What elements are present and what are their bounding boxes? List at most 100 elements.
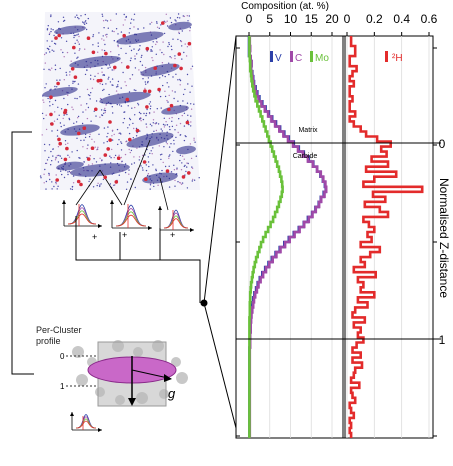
cloud-point	[129, 27, 131, 30]
cloud-point	[118, 54, 120, 56]
cloud-point	[50, 14, 52, 16]
deuterium-atom	[113, 65, 117, 70]
cloud-point	[168, 62, 170, 64]
cloud-point	[118, 139, 120, 141]
cloud-point	[126, 181, 129, 183]
cloud-point	[151, 57, 153, 59]
cloud-point	[80, 139, 82, 142]
cloud-point	[63, 114, 65, 116]
cloud-point	[51, 181, 53, 183]
cloud-point	[190, 121, 192, 123]
cloud-point	[109, 183, 112, 185]
cloud-point	[62, 20, 65, 22]
cloud-point	[44, 87, 46, 89]
cloud-point	[82, 146, 84, 148]
cloud-point	[104, 109, 107, 112]
hydrogen-frame	[342, 35, 434, 439]
cloud-point	[43, 173, 45, 175]
cloud-point	[140, 120, 142, 122]
cloud-point	[187, 83, 189, 85]
deuterium-atom	[57, 33, 61, 38]
junction-dot	[200, 299, 208, 307]
cloud-point	[57, 185, 59, 187]
cloud-point	[146, 108, 148, 111]
cloud-point	[107, 126, 109, 128]
cloud-point	[185, 55, 188, 57]
carbide-cluster	[42, 86, 78, 98]
cloud-point	[179, 79, 182, 82]
charts: Composition (at. %)0 5 10 15 20V C MoMatrixCar…	[235, 1, 451, 439]
cloud-point	[99, 157, 101, 159]
hydrogen-tick-label: 0.6	[421, 12, 438, 26]
cloud-point	[176, 168, 178, 171]
cloud-point	[190, 157, 193, 160]
cloud-point	[182, 93, 185, 96]
cloud-point	[168, 42, 170, 44]
cloud-point	[117, 85, 119, 88]
cloud-point	[147, 82, 149, 84]
cloud-point	[141, 64, 144, 66]
legend-label: V	[275, 53, 282, 64]
carbide-cluster	[176, 145, 196, 155]
cloud-point	[143, 27, 145, 29]
cloud-point	[189, 143, 192, 145]
cloud-point	[49, 45, 51, 48]
cloud-point	[139, 118, 141, 121]
cloud-point	[137, 49, 140, 51]
cloud-point	[139, 60, 142, 63]
cloud-point	[59, 122, 62, 124]
z-axis-label: Normalised Z-distance	[437, 178, 451, 298]
cloud-point	[41, 112, 44, 115]
cloud-point	[193, 179, 196, 181]
plus-sign: +	[122, 230, 127, 240]
cloud-point	[173, 169, 176, 171]
cloud-point	[174, 57, 176, 60]
cloud-point	[171, 116, 173, 119]
cloud-point	[44, 168, 46, 171]
cloud-point	[55, 174, 57, 176]
cloud-point	[186, 15, 188, 17]
cloud-point	[156, 41, 158, 43]
cloud-point	[152, 41, 154, 43]
cloud-point	[120, 133, 122, 135]
cloud-point	[95, 100, 98, 102]
cloud-point	[163, 32, 166, 35]
cloud-point	[55, 181, 57, 183]
cloud-point	[172, 76, 174, 78]
cloud-point	[79, 157, 81, 159]
cloud-point	[168, 126, 171, 128]
cloud-point	[166, 25, 169, 27]
per-cluster-schematic: Per-Cluster profile 0 1 g	[36, 325, 188, 432]
cloud-point	[74, 16, 76, 18]
cloud-point	[122, 24, 125, 26]
plus-sign: +	[170, 230, 175, 240]
cloud-point	[134, 106, 136, 109]
mini-arrow-y	[62, 200, 66, 204]
cloud-point	[48, 172, 50, 175]
hydrogen-tick-label: 0	[344, 12, 351, 26]
cloud-point	[60, 49, 62, 51]
cloud-point	[49, 101, 51, 103]
cloud-point	[113, 69, 115, 71]
cloud-point	[129, 118, 132, 121]
cloud-point	[51, 67, 53, 69]
deuterium-atom	[58, 141, 62, 146]
cloud-point	[76, 39, 78, 41]
hydrogen-tick-label: 0.2	[366, 12, 383, 26]
cloud-point	[163, 53, 165, 56]
cloud-point	[151, 46, 153, 48]
cloud-point	[127, 127, 129, 129]
leader-line	[159, 177, 169, 211]
cloud-point	[49, 178, 51, 181]
cloud-point	[142, 118, 145, 121]
cloud-point	[105, 83, 107, 85]
carbide-cluster	[69, 55, 121, 69]
cloud-point	[164, 75, 166, 78]
cloud-point	[85, 28, 88, 31]
cloud-point	[130, 18, 133, 20]
cloud-point	[72, 175, 75, 177]
cloud-point	[179, 159, 181, 162]
cloud-point	[166, 143, 168, 145]
cloud-point	[96, 184, 98, 187]
